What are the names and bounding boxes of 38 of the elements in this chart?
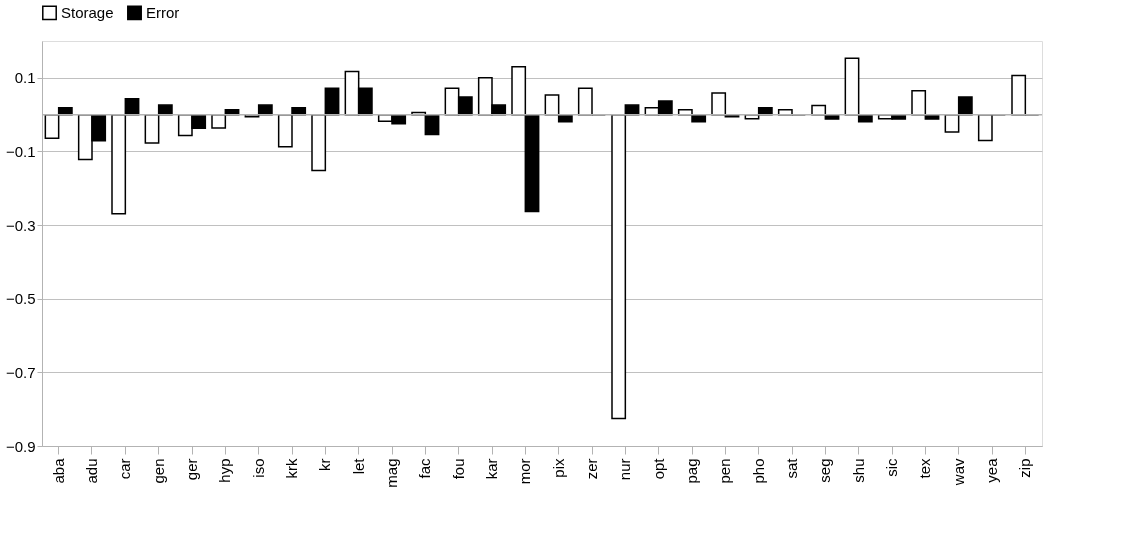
- x-tick-label: iso: [249, 458, 267, 478]
- x-tick-label: mag: [383, 458, 400, 488]
- x-tick-label: fac: [416, 458, 434, 479]
- x-tick-label: zip: [1016, 458, 1034, 478]
- x-tick-label: tex: [916, 458, 934, 479]
- x-tick-label: adu: [83, 458, 100, 484]
- y-tick-label: 0.1: [14, 69, 36, 87]
- x-tick-label: yea: [983, 457, 1000, 483]
- x-tick-label: pag: [683, 458, 700, 484]
- legend-label: Error: [146, 3, 180, 21]
- y-tick-label: −0.7: [5, 363, 36, 381]
- x-tick-label: gen: [149, 458, 167, 484]
- x-tick-label: shu: [849, 458, 867, 483]
- x-tick-label: hyp: [216, 458, 234, 483]
- x-tick-label: pen: [716, 458, 734, 484]
- x-tick-label: opt: [649, 457, 667, 480]
- x-tick-label: sic: [883, 458, 900, 477]
- legend-label: Storage: [61, 3, 114, 21]
- x-tick-label: let: [349, 457, 367, 475]
- x-tick-label: fou: [449, 458, 467, 480]
- x-tick-label: zer: [583, 458, 600, 480]
- x-tick-label: pix: [549, 458, 567, 478]
- x-tick-label: wav: [949, 458, 967, 487]
- y-tick-label: −0.9: [5, 437, 36, 455]
- x-tick-label: seg: [816, 458, 834, 483]
- x-tick-label: kar: [483, 458, 500, 480]
- x-tick-label: krk: [283, 458, 300, 479]
- x-tick-label: sat: [783, 457, 800, 479]
- y-tick-label: −0.1: [5, 142, 36, 160]
- x-tick-label: nur: [616, 458, 634, 481]
- y-tick-label: −0.3: [5, 216, 36, 234]
- x-tick-label: kr: [316, 458, 334, 471]
- x-tick-label: aba: [49, 457, 67, 484]
- x-tick-label: car: [116, 458, 134, 480]
- x-tick-label: mor: [516, 458, 534, 485]
- x-tick-label: pho: [749, 458, 767, 484]
- y-tick-label: −0.5: [5, 290, 36, 308]
- x-tick-label: ger: [183, 458, 200, 481]
